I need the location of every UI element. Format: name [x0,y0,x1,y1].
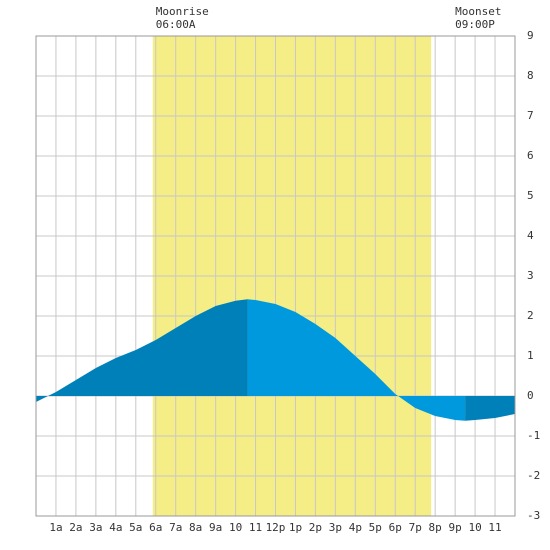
tide-area [465,396,515,421]
x-tick-label: 5a [129,521,142,534]
x-tick-label: 4p [349,521,362,534]
tide-area [247,299,466,421]
x-tick-label: 3p [329,521,342,534]
annotation-title: Moonset [455,5,501,18]
tide-area [36,299,248,402]
y-tick-label: -3 [527,509,540,522]
y-tick-label: -2 [527,469,540,482]
plot-frame [35,35,516,517]
y-tick-label: -1 [527,429,540,442]
x-tick-label: 5p [369,521,382,534]
x-tick-label: 7a [169,521,182,534]
x-tick-label: 9a [209,521,222,534]
x-tick-label: 7p [409,521,422,534]
x-tick-label: 3a [89,521,102,534]
y-tick-label: 9 [527,29,534,42]
y-tick-label: 0 [527,389,534,402]
x-tick-label: 4a [109,521,122,534]
x-tick-label: 8p [429,521,442,534]
x-tick-label: 2p [309,521,322,534]
y-tick-label: 5 [527,189,534,202]
y-tick-label: 7 [527,109,534,122]
x-tick-label: 1a [49,521,62,534]
y-tick-label: 4 [527,229,534,242]
x-tick-label: 8a [189,521,202,534]
x-tick-label: 2a [69,521,82,534]
x-tick-label: 6p [389,521,402,534]
y-tick-label: 3 [527,269,534,282]
y-tick-label: 6 [527,149,534,162]
x-tick-label: 11 [488,521,501,534]
x-tick-label: 10 [468,521,481,534]
x-tick-label: 9p [449,521,462,534]
x-tick-label: 12p [266,521,286,534]
annotation-label: 09:00P [455,18,495,31]
annotation-title: Moonrise [156,5,209,18]
x-tick-label: 11 [249,521,262,534]
annotation-label: 06:00A [156,18,196,31]
y-tick-label: 2 [527,309,534,322]
x-tick-label: 1p [289,521,302,534]
x-tick-label: 6a [149,521,162,534]
y-tick-label: 1 [527,349,534,362]
x-tick-label: 10 [229,521,242,534]
y-tick-label: 8 [527,69,534,82]
